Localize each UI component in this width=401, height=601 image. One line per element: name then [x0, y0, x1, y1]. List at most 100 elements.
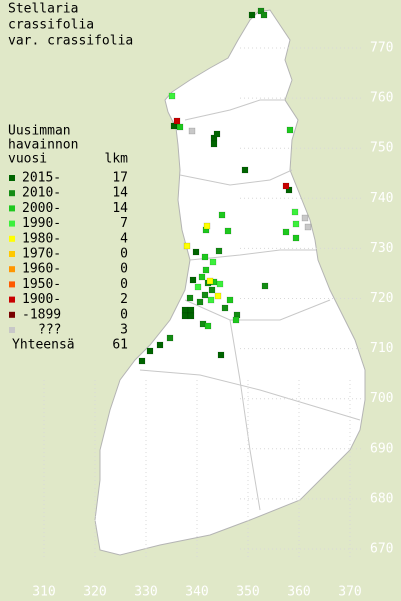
legend-count: 14 — [112, 186, 128, 201]
observation — [189, 276, 197, 284]
legend-label: 2015- — [22, 171, 61, 186]
y-tick-label: 710 — [370, 341, 393, 356]
observation — [207, 296, 215, 304]
observation — [181, 312, 189, 320]
observation-points — [138, 7, 312, 365]
legend-total-label: Yhteensä — [12, 338, 75, 353]
y-tick-label: 740 — [370, 191, 393, 206]
y-tick-label: 750 — [370, 141, 393, 156]
observation — [291, 208, 299, 216]
legend-label: -1899 — [22, 307, 61, 322]
y-tick-label: 770 — [370, 41, 393, 56]
legend-swatch — [9, 190, 15, 197]
legend-label: 2010- — [22, 186, 61, 201]
legend-swatch — [9, 205, 15, 212]
observation — [181, 306, 189, 314]
observation — [188, 127, 196, 135]
y-tick-label: 700 — [370, 391, 393, 406]
observation — [186, 294, 194, 302]
observation — [203, 222, 211, 230]
legend-count: 2 — [120, 292, 128, 307]
legend-swatch — [9, 251, 15, 257]
legend-count: 0 — [120, 247, 128, 262]
title-line: Stellaria — [8, 2, 78, 17]
observation — [209, 258, 217, 266]
observation — [202, 266, 210, 274]
y-tick-label: 720 — [370, 291, 393, 306]
observation — [217, 351, 225, 359]
observation — [208, 286, 216, 294]
legend-label: 1970- — [22, 247, 61, 262]
observation — [304, 223, 312, 231]
legend-count: 0 — [120, 277, 128, 292]
legend-count: 0 — [120, 262, 128, 277]
observation — [173, 117, 181, 125]
observation — [187, 306, 195, 314]
legend-label: 1950- — [22, 277, 61, 292]
legend-header: Uusimman — [8, 124, 71, 139]
observation — [226, 296, 234, 304]
legend-swatch — [9, 235, 15, 242]
legend-total: 61 — [112, 338, 128, 353]
legend-swatch — [9, 296, 15, 303]
observation — [260, 11, 268, 19]
observation — [232, 316, 240, 324]
x-tick-label: 310 — [32, 585, 55, 600]
x-tick-label: 350 — [236, 585, 259, 600]
legend-label: 1990- — [22, 216, 61, 231]
legend-count: 7 — [120, 216, 128, 231]
observation — [176, 123, 184, 131]
observation — [156, 341, 164, 349]
legend-count: 17 — [112, 171, 128, 186]
observation — [301, 214, 309, 222]
x-tick-label: 370 — [338, 585, 361, 600]
observation — [206, 277, 214, 285]
x-tick-label: 320 — [83, 585, 106, 600]
x-tick-label: 330 — [134, 585, 157, 600]
observation — [198, 273, 206, 281]
legend-count: 0 — [120, 307, 128, 322]
observation — [194, 283, 202, 291]
observation — [192, 248, 200, 256]
observation — [201, 253, 209, 261]
legend-count: 3 — [120, 323, 128, 338]
y-tick-label: 680 — [370, 491, 393, 506]
y-tick-label: 670 — [370, 542, 393, 557]
observation — [138, 357, 146, 365]
observation — [282, 182, 290, 190]
observation — [196, 298, 204, 306]
observation — [168, 92, 176, 100]
legend-count-header: lkm — [105, 152, 129, 167]
legend-count: 14 — [112, 201, 128, 216]
country-outline — [94, 9, 366, 556]
legend-header: havainnon — [8, 138, 78, 153]
legend-label: ??? — [38, 323, 61, 338]
observation — [183, 242, 191, 250]
observation — [241, 166, 249, 174]
x-tick-label: 340 — [185, 585, 208, 600]
observation — [221, 304, 229, 312]
y-tick-label: 760 — [370, 91, 393, 106]
y-tick-label: 730 — [370, 241, 393, 256]
observation — [146, 347, 154, 355]
observation — [292, 220, 300, 228]
observation — [204, 322, 212, 330]
observation — [292, 234, 300, 242]
legend-swatch — [9, 281, 15, 288]
legend-label: 2000- — [22, 201, 61, 216]
observation — [248, 11, 256, 19]
y-tick-label: 690 — [370, 441, 393, 456]
legend-header: vuosi — [8, 152, 47, 167]
title-line: crassifolia — [8, 18, 94, 33]
legend-swatch — [9, 175, 15, 181]
observation — [187, 312, 195, 320]
title-line: var. crassifolia — [8, 34, 133, 49]
legend-count: 4 — [120, 231, 128, 246]
legend-label: 1960- — [22, 262, 61, 277]
legend-swatch — [9, 220, 15, 227]
observation — [166, 334, 174, 342]
legend-swatch — [9, 311, 15, 318]
observation — [214, 292, 222, 300]
observation — [286, 126, 294, 134]
